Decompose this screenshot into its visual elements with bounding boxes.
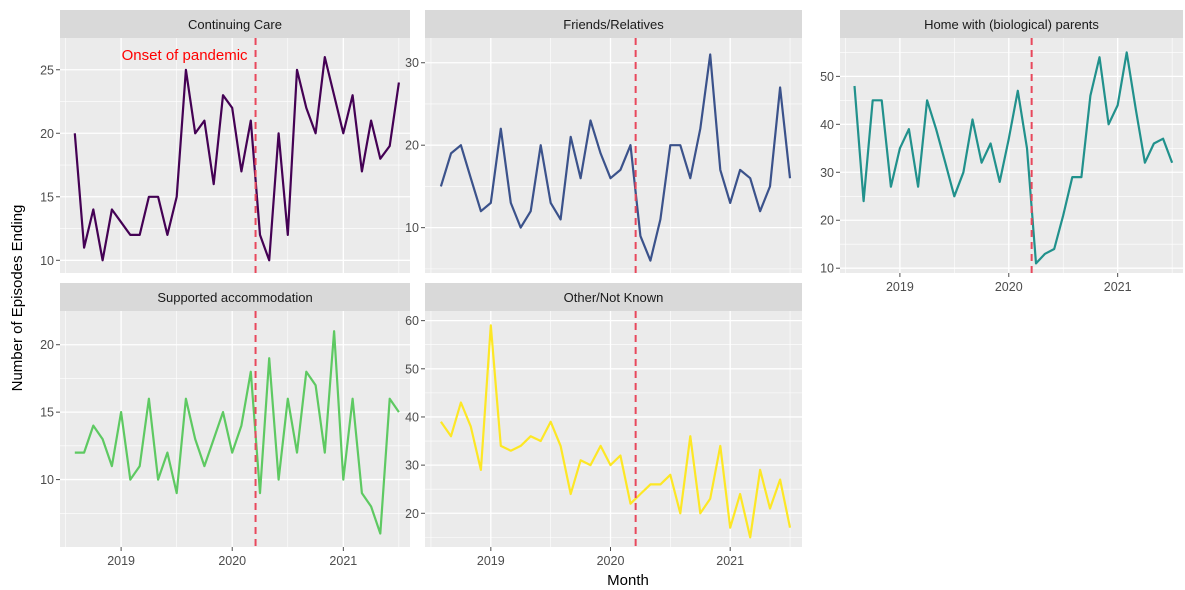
panel-background (60, 311, 410, 547)
panels-layer: Continuing Care 10 15 20 25 Onset of pandemic… (40, 10, 1183, 568)
x-tick-label: 2019 (477, 554, 505, 568)
y-tick-label: 30 (820, 166, 834, 180)
y-tick-label: 10 (40, 254, 54, 268)
x-tick-label: 2021 (716, 554, 744, 568)
panel-background (425, 311, 802, 547)
series-line-2 (439, 53, 792, 262)
panel-3: Home with (biological) parents 10 20 30 40 50… (820, 10, 1183, 294)
facet-strip-label: Supported accommodation (157, 290, 312, 305)
x-tick-label: 2019 (886, 280, 914, 294)
y-tick-label: 15 (40, 406, 54, 420)
panel-1: Continuing Care 10 15 20 25 Onset of pandemic (40, 10, 410, 273)
y-tick-label: 10 (40, 473, 54, 487)
facet-strip (425, 10, 802, 38)
y-tick-label: 30 (405, 459, 419, 473)
x-tick-label: 2020 (218, 554, 246, 568)
y-axis-title: Number of Episodes Ending (9, 205, 26, 392)
facet-strip (840, 10, 1183, 38)
facet-strip-label: Home with (biological) parents (924, 17, 1099, 32)
y-tick-label: 50 (405, 362, 419, 376)
y-tick-label: 40 (405, 410, 419, 424)
panel-4: Supported accommodation 10 15 20 2019 2020 202… (40, 283, 410, 568)
y-tick-label: 10 (820, 262, 834, 276)
y-tick-label: 40 (820, 118, 834, 132)
facet-strip (425, 283, 802, 311)
y-tick-label: 30 (405, 56, 419, 70)
y-tick-label: 50 (820, 70, 834, 84)
series-line-1 (73, 55, 400, 262)
panel-2: Friends/Relatives 10 20 30 (405, 10, 802, 273)
onset-annotation: Onset of pandemic (122, 47, 248, 64)
facet-strip (60, 10, 410, 38)
y-tick-label: 20 (405, 139, 419, 153)
y-tick-label: 10 (405, 221, 419, 235)
y-tick-label: 20 (40, 127, 54, 141)
x-tick-label: 2019 (107, 554, 135, 568)
facet-strip (60, 283, 410, 311)
facet-strip-label: Continuing Care (188, 17, 282, 32)
y-tick-label: 20 (40, 338, 54, 352)
y-tick-label: 20 (405, 507, 419, 521)
facet-strip-label: Friends/Relatives (563, 17, 664, 32)
panel-5: Other/Not Known 20 30 40 50 60 2019 2020 2021 (405, 283, 802, 568)
y-tick-label: 25 (40, 63, 54, 77)
y-tick-label: 60 (405, 314, 419, 328)
y-tick-label: 15 (40, 190, 54, 204)
x-axis-title: Month (607, 572, 649, 589)
panel-background (840, 38, 1183, 273)
y-tick-label: 20 (820, 214, 834, 228)
x-tick-label: 2020 (597, 554, 625, 568)
x-tick-label: 2020 (995, 280, 1023, 294)
panel-background (60, 38, 410, 273)
x-tick-label: 2021 (1104, 280, 1132, 294)
x-tick-label: 2021 (329, 554, 357, 568)
panel-background (425, 38, 802, 273)
series-line-3 (853, 51, 1174, 265)
series-line-4 (74, 330, 400, 535)
series-line-5 (439, 324, 792, 539)
facet-strip-label: Other/Not Known (564, 290, 664, 305)
